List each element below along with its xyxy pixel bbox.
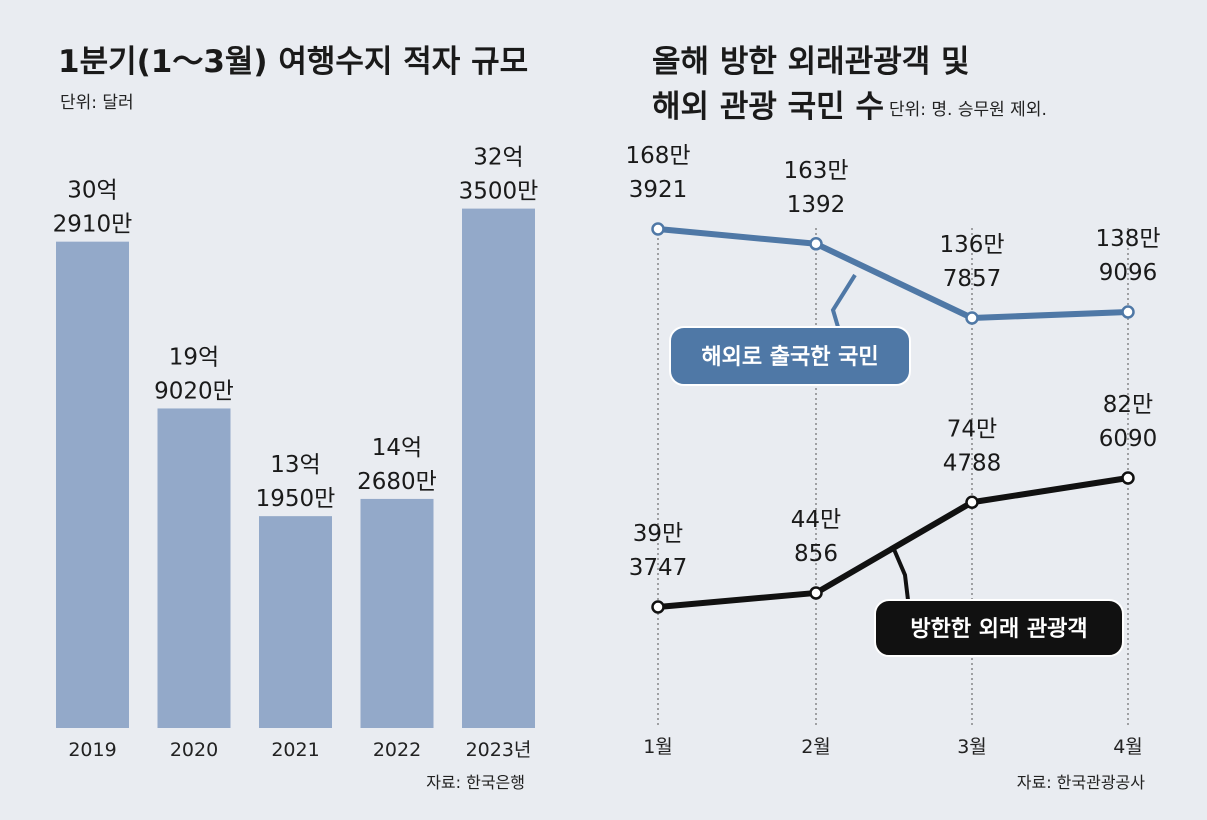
inbound-value-label: 82만 bbox=[1103, 392, 1153, 418]
inbound-value-label: 856 bbox=[794, 541, 838, 567]
month-tick-label: 1월 bbox=[643, 736, 673, 758]
inbound-point bbox=[809, 586, 823, 600]
outbound-point bbox=[1121, 305, 1135, 319]
outbound-point bbox=[651, 222, 665, 236]
bar-value-label: 1950만 bbox=[256, 486, 336, 512]
bar-value-label: 9020만 bbox=[154, 378, 234, 404]
outbound-series-line bbox=[657, 226, 1129, 321]
bar-4 bbox=[462, 208, 535, 728]
inbound-point bbox=[1121, 471, 1135, 485]
outbound-point bbox=[965, 311, 979, 325]
outbound-value-label: 168만 bbox=[625, 143, 690, 169]
bar-chart: 30억 2910만 2019 19억 9020만 2020 13억 1950만 2021 14억 2… bbox=[53, 145, 539, 761]
month-tick-label: 2월 bbox=[801, 736, 831, 758]
bar-value-label: 2910만 bbox=[53, 212, 133, 238]
inbound-point bbox=[965, 495, 979, 510]
bar-value-label: 14억 bbox=[372, 435, 422, 461]
outbound-value-label: 1392 bbox=[787, 192, 846, 218]
bar-value-label: 2680만 bbox=[357, 469, 437, 495]
inbound-value-label: 4788 bbox=[943, 450, 1002, 476]
inbound-series-leader bbox=[891, 546, 910, 601]
inbound-series-pill bbox=[874, 599, 1124, 657]
inbound-value-label: 74만 bbox=[947, 416, 997, 442]
inbound-value-label: 3747 bbox=[629, 555, 688, 581]
line-chart: 1월 2월 3월 4월 168만 3921 163만 1392 136만 7857 138만 9096… bbox=[625, 143, 1160, 758]
line-chart-unit: 단위: 명. 승무원 제외. bbox=[889, 100, 1047, 120]
outbound-value-label: 7857 bbox=[943, 266, 1002, 292]
line-chart-title-line1: 올해 방한 외래관광객 및 bbox=[652, 44, 970, 80]
bar-tick-label: 2019 bbox=[68, 739, 116, 761]
bar-tick-label: 2021 bbox=[271, 739, 319, 761]
inbound-value-label: 39만 bbox=[633, 521, 683, 547]
bar-value-label: 32억 bbox=[473, 145, 523, 171]
inbound-value-label: 6090 bbox=[1099, 426, 1158, 452]
month-tick-label: 3월 bbox=[957, 736, 987, 758]
bar-value-label: 30억 bbox=[67, 178, 117, 204]
outbound-series-pill bbox=[669, 326, 911, 386]
inbound-point bbox=[651, 600, 665, 614]
bar-1 bbox=[157, 408, 231, 728]
line-chart-source: 자료: 한국관광공사 bbox=[1017, 773, 1146, 792]
bar-chart-unit: 단위: 달러 bbox=[60, 93, 134, 113]
bar-chart-title: 1분기(1～3월) 여행수지 적자 규모 bbox=[58, 44, 528, 80]
outbound-value-label: 9096 bbox=[1099, 260, 1158, 286]
outbound-value-label: 163만 bbox=[783, 158, 848, 184]
bar-value-label: 13억 bbox=[270, 452, 320, 478]
outbound-value-label: 138만 bbox=[1095, 226, 1160, 252]
bar-tick-label: 2023년 bbox=[466, 739, 532, 761]
outbound-point bbox=[809, 237, 823, 251]
bar-value-label: 19억 bbox=[169, 344, 219, 370]
bar-value-label: 3500만 bbox=[459, 179, 539, 205]
bar-0 bbox=[56, 241, 129, 728]
outbound-value-label: 136만 bbox=[939, 232, 1004, 258]
bar-3 bbox=[360, 498, 434, 728]
bar-chart-source: 자료: 한국은행 bbox=[426, 773, 525, 792]
outbound-series-leader bbox=[830, 273, 857, 328]
inbound-value-label: 44만 bbox=[791, 507, 841, 533]
outbound-value-label: 3921 bbox=[629, 177, 688, 203]
bar-tick-label: 2022 bbox=[373, 739, 421, 761]
outbound-series-pill-label: 해외로 출국한 국민 bbox=[701, 345, 878, 370]
month-tick-label: 4월 bbox=[1113, 736, 1143, 758]
line-chart-title-line2: 해외 관광 국민 수 bbox=[652, 89, 884, 125]
bar-tick-label: 2020 bbox=[170, 739, 218, 761]
bar-2 bbox=[259, 516, 332, 728]
inbound-series-pill-label: 방한한 외래 관광객 bbox=[910, 617, 1087, 642]
